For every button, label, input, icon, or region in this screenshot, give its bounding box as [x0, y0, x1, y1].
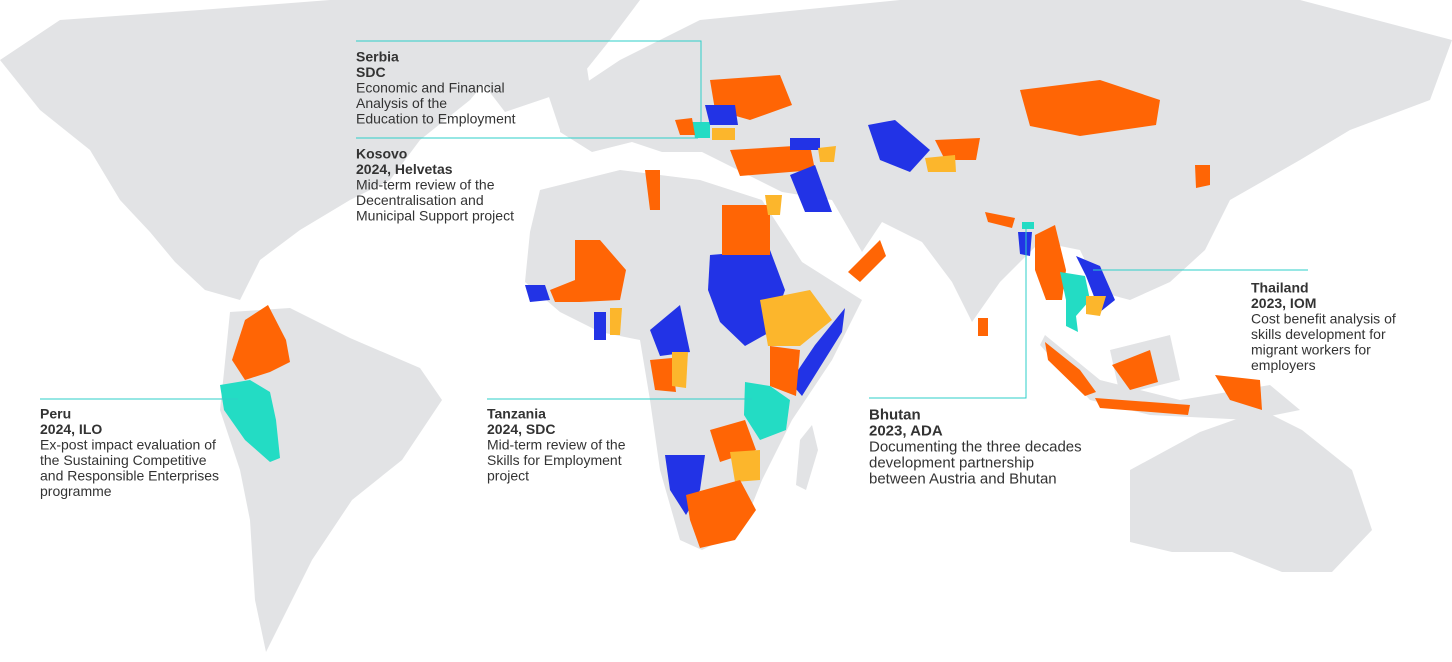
- country: [692, 122, 710, 138]
- project-description: Cost benefit analysis of: [1251, 310, 1396, 326]
- country: [978, 318, 988, 336]
- project-meta: 2024, Helvetas: [356, 161, 453, 177]
- project-description: Decentralisation and: [356, 192, 484, 208]
- leader-line: [356, 40, 702, 125]
- project-description: the Sustaining Competitive: [40, 452, 207, 468]
- project-description: programme: [40, 483, 112, 499]
- country: [790, 308, 845, 396]
- project-description: Economic and Financial: [356, 79, 505, 95]
- country: [760, 290, 832, 346]
- country: [790, 138, 820, 150]
- land-mass: [540, 55, 595, 130]
- country: [1060, 272, 1090, 332]
- country: [1035, 225, 1066, 300]
- country: [1022, 222, 1034, 229]
- leader-lines: [40, 40, 1308, 400]
- country: [1086, 296, 1106, 316]
- country: [1112, 350, 1158, 390]
- country: [610, 308, 622, 335]
- country: [730, 145, 815, 176]
- country-name: Serbia: [356, 48, 399, 64]
- country: [525, 285, 550, 302]
- country: [220, 380, 280, 462]
- country-name: Kosovo: [356, 145, 407, 161]
- country: [650, 305, 690, 356]
- project-description: and Responsible Enterprises: [40, 467, 219, 483]
- country: [730, 450, 760, 482]
- project-meta: 2023, IOM: [1251, 295, 1316, 311]
- highlighted-countries: [220, 75, 1262, 548]
- project-description: between Austria and Bhutan: [869, 470, 1057, 487]
- country: [868, 120, 930, 172]
- project-description: development partnership: [869, 454, 1034, 471]
- country: [765, 195, 782, 215]
- country: [1095, 398, 1190, 415]
- country-name: Bhutan: [869, 406, 921, 423]
- country: [550, 240, 626, 302]
- project-description: project: [487, 467, 529, 483]
- project-meta: 2024, SDC: [487, 421, 555, 437]
- country: [665, 455, 705, 515]
- country: [645, 170, 660, 210]
- project-description: Documenting the three decades: [869, 438, 1082, 455]
- project-description: Ex-post impact evaluation of: [40, 436, 216, 452]
- country: [1195, 165, 1210, 188]
- land-mass: [430, 0, 640, 112]
- country-name: Tanzania: [487, 405, 546, 421]
- project-description: Analysis of the: [356, 95, 447, 111]
- country: [848, 240, 886, 282]
- land-mass: [1130, 410, 1372, 572]
- project-description: Mid-term review of the: [487, 436, 626, 452]
- project-meta: 2023, ADA: [869, 422, 943, 439]
- country: [790, 165, 832, 212]
- country: [672, 352, 688, 388]
- leader-line: [869, 228, 1027, 399]
- country: [744, 382, 790, 440]
- project-description: Skills for Employment: [487, 452, 622, 468]
- country: [722, 205, 770, 255]
- country: [818, 146, 836, 162]
- project-description: Municipal Support project: [356, 207, 514, 223]
- land-mass: [0, 0, 520, 300]
- country: [675, 118, 695, 135]
- project-meta: 2024, ILO: [40, 421, 102, 437]
- land-mass: [796, 425, 818, 490]
- country: [1045, 342, 1096, 396]
- country: [705, 105, 738, 125]
- country-name: Thailand: [1251, 279, 1309, 295]
- project-description: Education to Employment: [356, 110, 516, 126]
- country: [985, 212, 1015, 228]
- country: [712, 128, 735, 140]
- country: [935, 138, 980, 160]
- country: [1020, 80, 1160, 136]
- country: [686, 480, 756, 548]
- project-description: Mid-term review of the: [356, 176, 495, 192]
- project-description: skills development for: [1251, 326, 1386, 342]
- project-description: migrant workers for: [1251, 341, 1371, 357]
- country: [232, 305, 290, 380]
- land-mass: [220, 308, 442, 652]
- country: [650, 358, 676, 392]
- country: [770, 346, 800, 396]
- country: [925, 155, 956, 172]
- country-name: Peru: [40, 405, 71, 421]
- project-meta: SDC: [356, 64, 386, 80]
- country: [1215, 375, 1262, 410]
- project-description: employers: [1251, 357, 1316, 373]
- land-mass: [560, 0, 1452, 322]
- country: [1018, 232, 1032, 256]
- country: [594, 312, 606, 340]
